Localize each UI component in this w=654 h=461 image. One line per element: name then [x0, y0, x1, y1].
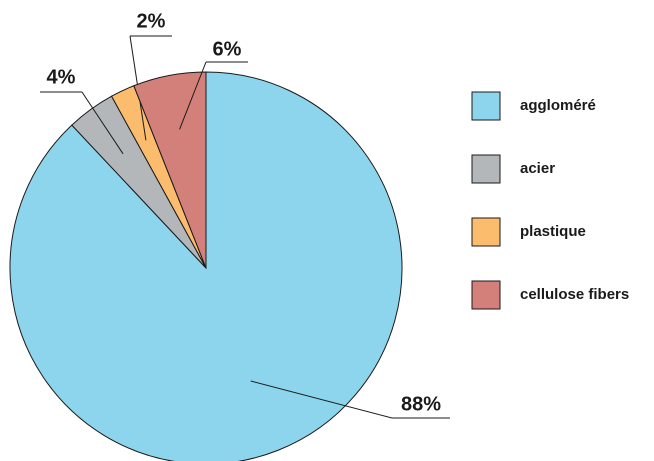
data-label: 2% [137, 10, 166, 32]
leader-line [250, 380, 393, 419]
pie-slice [133, 71, 207, 269]
legend-label: aggloméré [520, 97, 596, 114]
pie-slice [9, 71, 403, 461]
legend-swatch [471, 154, 501, 184]
legend-label: plastique [520, 223, 586, 240]
legend-label: acier [520, 160, 555, 177]
data-label: 88% [401, 393, 441, 415]
data-label: 4% [47, 66, 76, 88]
leader-line [179, 61, 207, 130]
legend-label: cellulose fibers [520, 286, 629, 303]
leader-line [81, 91, 124, 155]
legend-swatch [471, 91, 501, 121]
data-label: 6% [213, 38, 242, 60]
legend-swatch [471, 217, 501, 247]
legend-swatch [471, 280, 501, 310]
